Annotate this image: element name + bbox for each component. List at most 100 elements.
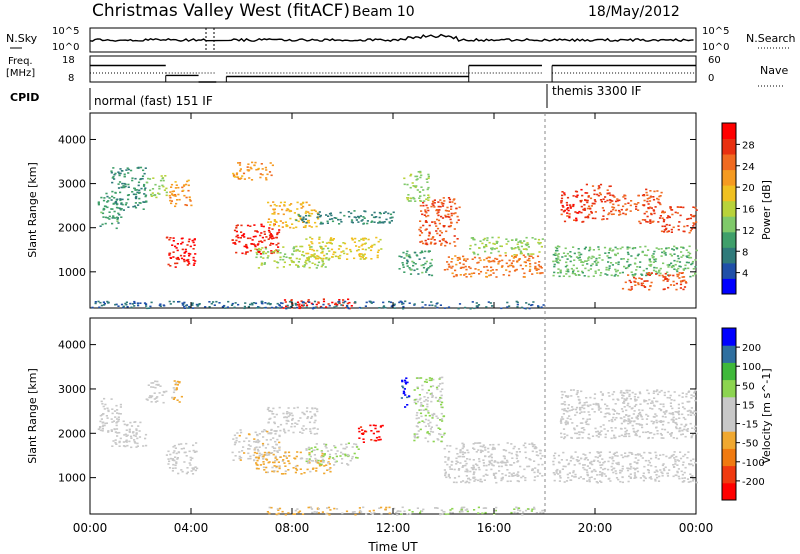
velocity-cell bbox=[533, 506, 536, 509]
velocity-cell bbox=[583, 402, 586, 404]
power-cell bbox=[587, 269, 590, 272]
power-cell bbox=[243, 305, 246, 308]
velocity-cell bbox=[288, 412, 291, 414]
velocity-cell bbox=[566, 396, 569, 398]
velocity-cell bbox=[145, 444, 148, 447]
velocity-cell bbox=[369, 424, 372, 427]
power-cell bbox=[118, 181, 122, 183]
velocity-cell bbox=[305, 428, 308, 430]
velocity-cell bbox=[443, 432, 446, 435]
power-ytick-label: 4000 bbox=[58, 133, 86, 146]
power-cell bbox=[458, 262, 462, 264]
power-cell bbox=[296, 249, 299, 251]
power-cell bbox=[578, 274, 581, 276]
power-cell bbox=[572, 195, 575, 197]
velocity-cell bbox=[565, 410, 568, 412]
power-cell bbox=[627, 274, 630, 276]
velocity-cell bbox=[293, 425, 296, 428]
power-cell bbox=[165, 191, 168, 194]
power-cell bbox=[493, 243, 496, 245]
power-cell bbox=[490, 260, 493, 263]
power-cell bbox=[535, 267, 538, 270]
power-cell bbox=[265, 177, 268, 179]
power-cell bbox=[261, 300, 264, 303]
power-cell bbox=[400, 256, 403, 258]
power-cell bbox=[241, 252, 244, 255]
power-cell bbox=[232, 242, 235, 244]
velocity-cell bbox=[269, 417, 272, 420]
velocity-cell bbox=[643, 451, 646, 454]
velocity-cell bbox=[471, 468, 474, 471]
power-cell bbox=[489, 270, 492, 272]
velocity-cell bbox=[552, 463, 555, 466]
power-cell bbox=[283, 261, 286, 264]
power-cell bbox=[620, 208, 623, 211]
velocity-cell bbox=[626, 397, 629, 400]
power-cell bbox=[360, 220, 363, 222]
power-cell bbox=[393, 303, 396, 306]
velocity-cell bbox=[264, 447, 267, 449]
power-cell bbox=[599, 193, 602, 196]
velocity-cell bbox=[116, 432, 119, 434]
velocity-cell bbox=[269, 410, 272, 412]
power-cell bbox=[118, 174, 121, 177]
power-cell bbox=[607, 213, 610, 216]
power-cell bbox=[462, 263, 465, 266]
velocity-cell bbox=[658, 391, 661, 393]
power-cell bbox=[563, 210, 566, 212]
velocity-cell bbox=[675, 427, 678, 430]
power-cell bbox=[496, 258, 499, 260]
power-cell bbox=[428, 304, 431, 307]
power-cell bbox=[317, 217, 320, 220]
power-cell bbox=[420, 200, 423, 202]
power-cell bbox=[653, 258, 656, 261]
velocity-cell bbox=[566, 422, 569, 425]
power-cell bbox=[592, 249, 595, 251]
velocity-cell bbox=[513, 508, 516, 510]
power-cell bbox=[500, 245, 503, 248]
power-cell bbox=[690, 228, 693, 230]
power-cell bbox=[614, 273, 617, 276]
power-cell bbox=[487, 260, 491, 262]
velocity-cell bbox=[313, 421, 316, 424]
velocity-cell bbox=[435, 386, 439, 389]
velocity-cell bbox=[610, 418, 613, 421]
velocity-cell bbox=[263, 451, 266, 454]
power-cell bbox=[284, 253, 287, 255]
velocity-cell bbox=[287, 469, 290, 471]
power-cell bbox=[104, 216, 108, 219]
velocity-cell bbox=[278, 465, 281, 467]
velocity-cell bbox=[449, 468, 452, 470]
velocity-cell bbox=[399, 510, 402, 513]
power-cell bbox=[498, 260, 501, 262]
power-cell bbox=[267, 255, 270, 257]
power-cell bbox=[185, 183, 188, 186]
velocity-cell bbox=[510, 443, 513, 445]
power-cell bbox=[120, 202, 123, 204]
velocity-cell bbox=[633, 410, 636, 412]
power-cell bbox=[605, 268, 608, 271]
power-cell bbox=[143, 189, 146, 191]
velocity-cell bbox=[674, 411, 677, 413]
velocity-cell bbox=[672, 466, 676, 468]
velocity-cell bbox=[677, 407, 680, 409]
power-cell bbox=[646, 272, 649, 275]
velocity-cell bbox=[322, 455, 325, 458]
power-cell bbox=[585, 183, 588, 186]
velocity-cell bbox=[425, 378, 428, 381]
nsearch-label: N.Search bbox=[746, 32, 796, 45]
power-cell bbox=[632, 275, 635, 277]
power-cell bbox=[611, 264, 614, 266]
power-cell bbox=[387, 212, 390, 215]
velocity-cell bbox=[247, 448, 250, 450]
power-cell bbox=[134, 206, 138, 209]
velocity-cell bbox=[106, 407, 109, 410]
velocity-cell bbox=[534, 446, 537, 448]
power-cell bbox=[629, 204, 632, 207]
power-cell bbox=[119, 207, 122, 210]
velocity-cell bbox=[657, 458, 660, 460]
power-cell bbox=[402, 302, 405, 305]
power-cell bbox=[331, 220, 335, 223]
velocity-cell bbox=[451, 507, 454, 510]
power-blob bbox=[110, 166, 148, 211]
